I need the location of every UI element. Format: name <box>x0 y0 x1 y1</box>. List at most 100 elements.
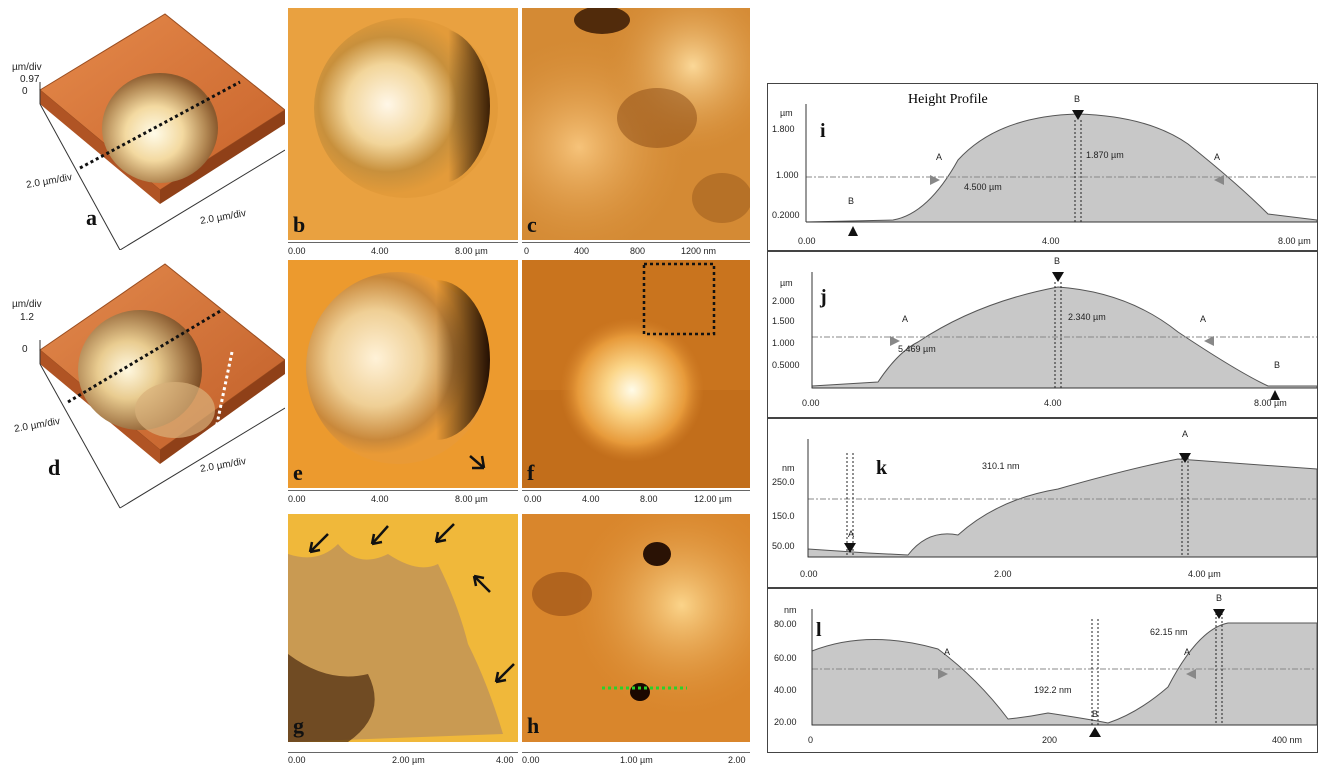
profile-k: nm k 250.0 150.0 50.00 0.00 2.00 4.00 µm… <box>767 418 1318 588</box>
profile-l-xtick: 400 nm <box>1272 735 1303 745</box>
row2-right-axis <box>522 490 750 491</box>
profile-j-ytick: 0.5000 <box>772 360 800 370</box>
profile-i: Height Profile µm i 1.800 1.000 0.2000 0… <box>767 83 1318 251</box>
row1-left-tick: 4.00 <box>371 246 389 256</box>
profile-i-marker: B <box>848 196 855 206</box>
profile-l-unit: nm <box>784 605 797 615</box>
panel-g-afm-image <box>288 514 518 742</box>
profile-l-ytick: 60.00 <box>774 653 797 663</box>
row2-right-tick: 0.00 <box>524 494 542 504</box>
profile-l-annotation: 192.2 nm <box>1034 685 1072 695</box>
profile-l-marker: B <box>1216 593 1223 603</box>
profile-k-unit: nm <box>782 463 795 473</box>
profile-j-xtick: 4.00 <box>1044 398 1062 408</box>
panel-d-3d-surface <box>0 260 285 510</box>
row2-left-tick: 8.00 µm <box>455 494 488 504</box>
panel-d-label: d <box>48 455 61 480</box>
row2-right-tick: 12.00 µm <box>694 494 732 504</box>
profile-j-ytick: 1.500 <box>772 316 795 326</box>
panel-h-label: h <box>527 713 540 738</box>
profile-k-annotation: 310.1 nm <box>982 461 1020 471</box>
profile-j-xtick: 0.00 <box>802 398 820 408</box>
profile-l-annotation: 62.15 nm <box>1150 627 1188 637</box>
profile-i-ytick: 0.2000 <box>772 210 800 220</box>
panel-b-afm-image <box>288 8 518 240</box>
panel-a-z-max: 0.97 <box>20 74 40 85</box>
profile-j-annotation: 2.340 µm <box>1068 312 1106 322</box>
profile-k-marker: A <box>848 529 855 539</box>
panel-b-label: b <box>293 212 306 237</box>
row1-left-axis <box>288 242 518 243</box>
profile-l-xtick: 200 <box>1042 735 1058 745</box>
profile-j-label: j <box>820 286 827 308</box>
profile-i-marker: B <box>1074 94 1081 104</box>
profile-j-ytick: 1.000 <box>772 338 795 348</box>
row1-right-tick: 1200 nm <box>681 246 717 256</box>
row3-right-tick: 2.00 <box>728 755 746 765</box>
profile-l-ytick: 40.00 <box>774 685 797 695</box>
profile-k-xtick: 0.00 <box>800 569 818 579</box>
row3-right-axis <box>522 752 750 753</box>
profile-l-xtick: 0 <box>808 735 814 745</box>
panel-e-afm-image <box>288 260 518 488</box>
profile-i-unit: µm <box>780 108 793 118</box>
profile-i-annotation: 4.500 µm <box>964 182 1002 192</box>
profile-i-ytick: 1.000 <box>776 170 799 180</box>
profile-k-ytick: 150.0 <box>772 511 795 521</box>
profile-i-ytick: 1.800 <box>772 124 795 134</box>
profile-j-marker: B <box>1054 256 1061 266</box>
panel-a-3d-surface <box>0 0 285 250</box>
profile-k-ytick: 250.0 <box>772 477 795 487</box>
row1-left-tick: 0.00 <box>288 246 306 256</box>
row2-left-tick: 4.00 <box>371 494 389 504</box>
row3-left-tick: 2.00 µm <box>392 755 425 765</box>
profile-i-label: i <box>820 120 826 142</box>
panel-h-afm-image <box>522 514 750 742</box>
panel-f-afm-image <box>522 260 750 488</box>
row2-right-tick: 4.00 <box>582 494 600 504</box>
panel-d-z-zero: 0 <box>22 344 28 355</box>
panel-d-z-max: 1.2 <box>20 312 34 323</box>
profile-j-ytick: 2.000 <box>772 296 795 306</box>
profile-j: µm j 2.000 1.500 1.000 0.5000 0.00 4.00 … <box>767 251 1318 418</box>
profile-k-xtick: 4.00 µm <box>1188 569 1221 579</box>
profile-l-ytick: 20.00 <box>774 717 797 727</box>
profile-i-title: Height Profile <box>908 92 988 107</box>
profile-i-marker: A <box>936 152 943 162</box>
profile-k-label: k <box>876 457 888 479</box>
row2-left-axis <box>288 490 518 491</box>
row1-right-axis <box>522 242 750 243</box>
profile-i-xtick: 8.00 µm <box>1278 236 1311 246</box>
profile-k-marker: A <box>1182 429 1189 439</box>
profile-i-annotation: 1.870 µm <box>1086 150 1124 160</box>
panel-a-z-zero: 0 <box>22 86 28 97</box>
profile-l-label: l <box>816 619 822 641</box>
panel-a-label: a <box>86 205 97 230</box>
row2-right-tick: 8.00 <box>640 494 658 504</box>
panel-e-label: e <box>293 460 303 485</box>
row1-left-tick: 8.00 µm <box>455 246 488 256</box>
row1-right-tick: 400 <box>574 246 590 256</box>
profile-k-xtick: 2.00 <box>994 569 1012 579</box>
profile-l-marker: B <box>1092 709 1099 719</box>
row3-right-tick: 0.00 <box>522 755 540 765</box>
panel-f-label: f <box>527 460 535 485</box>
profile-j-marker: B <box>1274 360 1281 370</box>
profile-j-marker: A <box>1200 314 1207 324</box>
profile-j-annotation: 5.469 µm <box>898 344 936 354</box>
row2-left-tick: 0.00 <box>288 494 306 504</box>
row3-right-tick: 1.00 µm <box>620 755 653 765</box>
profile-i-xtick: 4.00 <box>1042 236 1060 246</box>
panel-c-label: c <box>527 212 537 237</box>
profile-j-xtick: 8.00 µm <box>1254 398 1287 408</box>
profile-j-unit: µm <box>780 278 793 288</box>
profile-i-marker: A <box>1214 152 1221 162</box>
row1-right-tick: 800 <box>630 246 646 256</box>
row3-left-tick: 4.00 <box>496 755 514 765</box>
row3-left-tick: 0.00 <box>288 755 306 765</box>
profile-l-ytick: 80.00 <box>774 619 797 629</box>
profile-l: nm l 80.00 60.00 40.00 20.00 0 200 400 n… <box>767 588 1318 753</box>
profile-k-ytick: 50.00 <box>772 541 795 551</box>
panel-c-afm-image <box>522 8 750 240</box>
profile-i-xtick: 0.00 <box>798 236 816 246</box>
